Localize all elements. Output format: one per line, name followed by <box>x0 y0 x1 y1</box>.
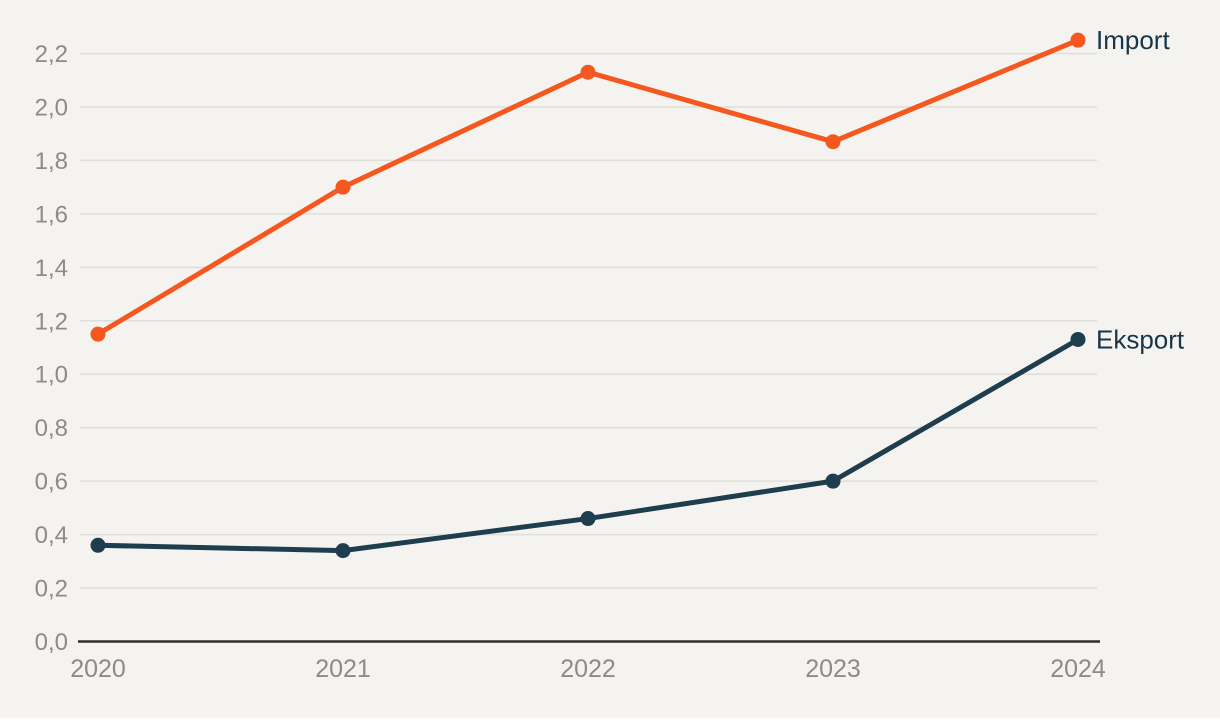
data-point-eksport-2022 <box>580 511 596 527</box>
y-tick-label: 0,6 <box>35 469 68 496</box>
y-tick-label: 1,0 <box>35 362 68 389</box>
y-tick-label: 0,0 <box>35 629 68 656</box>
data-point-eksport-2023 <box>825 473 841 489</box>
data-point-import-2021 <box>335 179 351 195</box>
x-tick-label: 2024 <box>1050 655 1106 683</box>
data-point-import-2024 <box>1070 32 1086 48</box>
data-point-import-2020 <box>90 326 106 342</box>
x-tick-label: 2020 <box>70 655 126 683</box>
x-tick-label: 2023 <box>805 655 861 683</box>
y-tick-label: 1,4 <box>35 255 68 282</box>
y-tick-label: 2,2 <box>35 41 68 68</box>
data-point-eksport-2024 <box>1070 331 1086 347</box>
data-point-eksport-2021 <box>335 543 351 559</box>
data-point-eksport-2020 <box>90 537 106 553</box>
y-tick-label: 1,6 <box>35 201 68 228</box>
y-tick-label: 2,0 <box>35 94 68 121</box>
data-point-import-2023 <box>825 134 841 150</box>
y-tick-label: 0,8 <box>35 415 68 442</box>
y-tick-label: 1,2 <box>35 308 68 335</box>
series-end-label-eksport: Eksport <box>1096 324 1185 354</box>
data-point-import-2022 <box>580 64 596 80</box>
x-tick-label: 2021 <box>315 655 371 683</box>
y-tick-label: 1,8 <box>35 148 68 175</box>
y-tick-label: 0,2 <box>35 576 68 603</box>
y-tick-label: 0,4 <box>35 522 68 549</box>
series-end-label-import: Import <box>1096 25 1170 55</box>
x-tick-label: 2022 <box>560 655 616 683</box>
